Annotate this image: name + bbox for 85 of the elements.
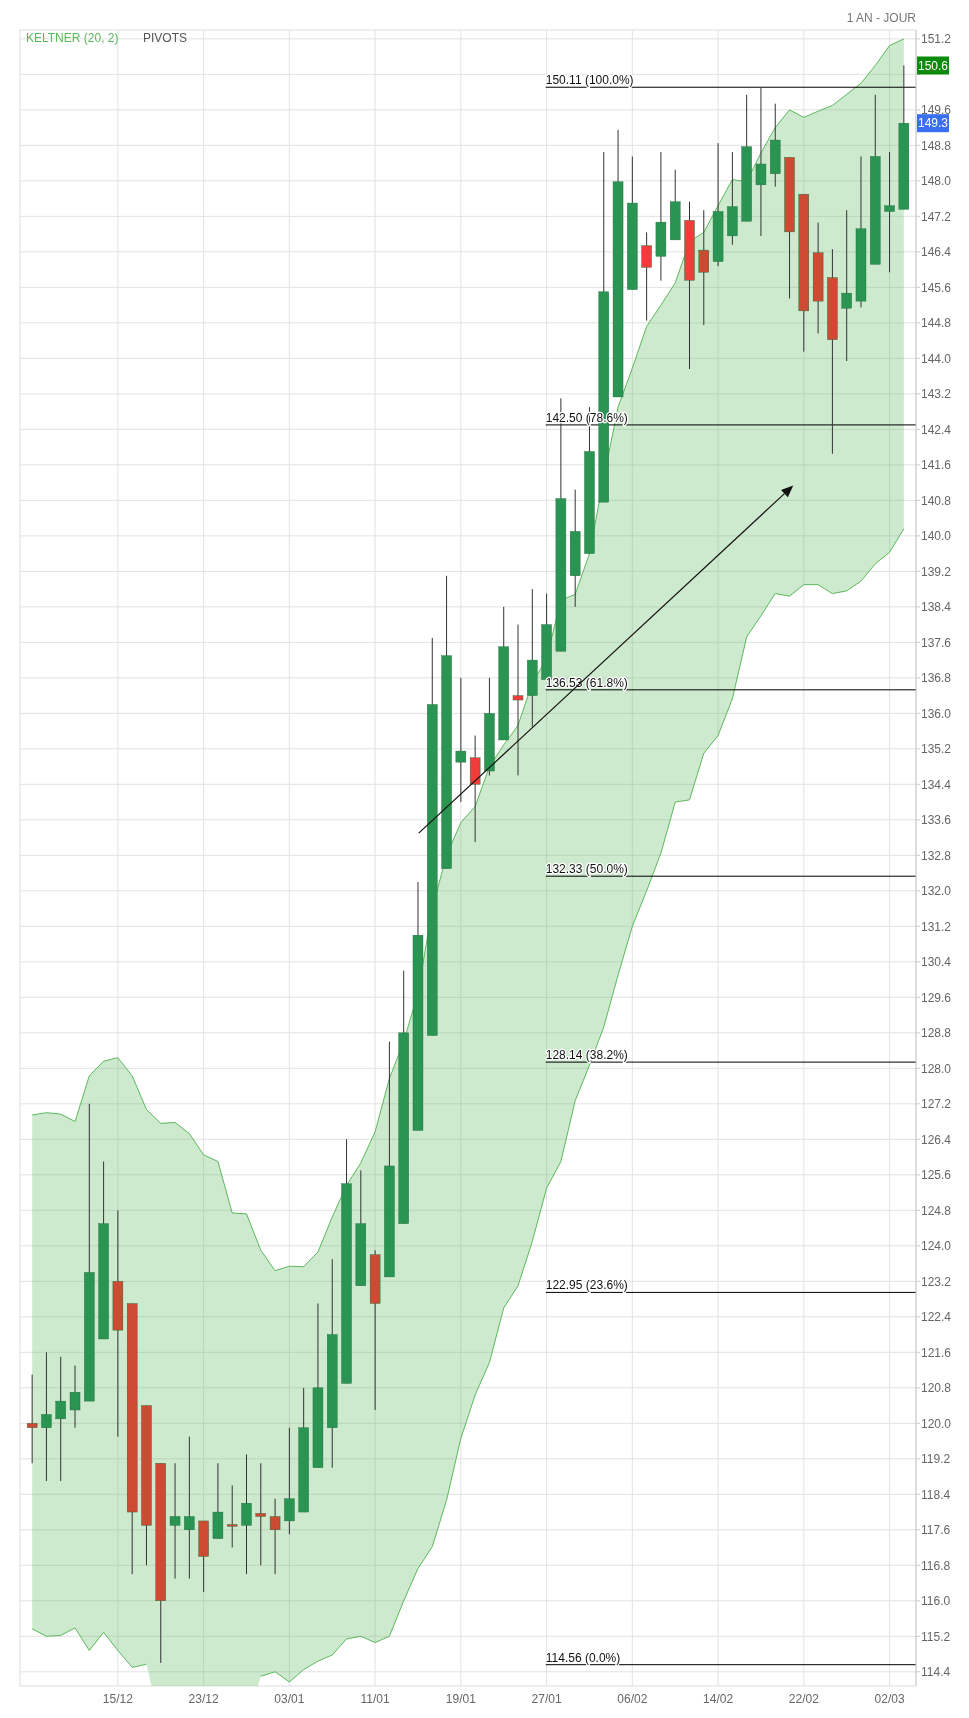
x-tick-label: 11/01	[360, 1692, 391, 1706]
y-tick-label: 138.4	[921, 600, 952, 615]
candlestick	[169, 1462, 181, 1580]
y-tick-label: 136.8	[921, 671, 952, 686]
y-tick-label: 124.8	[921, 1203, 952, 1218]
y-tick-label: 146.4	[921, 245, 952, 260]
y-tick-label: 123.2	[921, 1274, 952, 1289]
candlestick	[841, 209, 852, 362]
y-tick-label: 134.4	[921, 777, 952, 792]
y-tick-label: 122.4	[921, 1310, 952, 1325]
y-tick-label: 120.8	[921, 1381, 952, 1396]
y-tick-label: 142.4	[921, 422, 952, 437]
candlestick	[284, 1427, 295, 1535]
x-tick-label: 02/03	[874, 1692, 905, 1706]
annotation: 149.3	[917, 116, 949, 131]
ref-line-label: 132.33 (50.0%)	[545, 862, 628, 877]
x-tick-label: 19/01	[445, 1692, 477, 1706]
y-tick-label: 141.6	[921, 458, 952, 473]
candlestick	[241, 1453, 252, 1575]
x-tick-label: 23/12	[188, 1692, 219, 1706]
y-tick-label: 133.6	[921, 813, 952, 828]
ref-line-label: 114.56 (0.0%)	[545, 1650, 621, 1665]
candlestick	[755, 87, 767, 237]
x-tick-label: 03/01	[274, 1692, 305, 1706]
candlestick	[41, 1351, 52, 1482]
candlestick	[255, 1462, 266, 1566]
y-tick-label: 147.2	[921, 209, 952, 224]
candlestick	[55, 1356, 66, 1482]
y-tick-label: 121.6	[921, 1345, 952, 1360]
y-tick-label: 125.6	[921, 1168, 952, 1183]
y-tick-label: 140.8	[921, 493, 952, 508]
text: KELTNER (20, 2)	[26, 31, 119, 45]
y-tick-label: 119.2	[921, 1452, 951, 1467]
y-tick-label: 132.8	[921, 848, 952, 863]
candlestick	[698, 209, 709, 326]
candlestick	[512, 624, 524, 776]
y-tick-label: 124.0	[921, 1239, 952, 1254]
x-tick-label: 15/12	[102, 1692, 134, 1706]
x-tick-label: 06/02	[617, 1692, 648, 1706]
candlestick	[641, 231, 652, 322]
y-tick-label: 132.0	[921, 884, 952, 899]
candlestick	[69, 1365, 81, 1429]
y-tick-label: 116.0	[921, 1594, 951, 1608]
y-tick-label: 136.0	[921, 706, 952, 721]
y-tick-label: 116.8	[921, 1558, 951, 1573]
y-tick-label: 151.2	[921, 32, 952, 47]
y-tick-label: 118.4	[921, 1487, 951, 1502]
y-tick-label: 114.4	[921, 1665, 951, 1679]
ref-line-label: 150.11 (100.0%)	[545, 73, 634, 88]
candlestick	[455, 677, 467, 803]
x-tick-label: 14/02	[703, 1692, 734, 1706]
candlestick	[227, 1484, 238, 1549]
y-tick-label: 127.2	[921, 1097, 952, 1112]
y-tick-label: 143.2	[921, 387, 952, 402]
y-tick-label: 148.8	[921, 138, 952, 153]
y-tick-label: 135.2	[921, 742, 952, 757]
y-tick-label: 140.0	[921, 529, 952, 544]
y-tick-label: 137.6	[921, 635, 952, 650]
candlestick	[184, 1436, 195, 1580]
y-tick-label: 128.8	[921, 1026, 952, 1041]
x-tick-label: 22/02	[788, 1692, 820, 1706]
chart-subtitle: 1 AN - JOUR	[846, 11, 917, 25]
annotation: PIVOTS	[143, 31, 188, 45]
annotation: 150.6	[917, 58, 949, 73]
candlestick	[26, 1374, 38, 1464]
y-tick-label: 148.0	[921, 174, 952, 189]
y-tick-label: 126.4	[921, 1132, 952, 1147]
candlestick	[884, 151, 895, 273]
ref-line-label: 136.53 (61.8%)	[545, 675, 628, 690]
y-tick-label: 120.0	[921, 1416, 952, 1431]
y-tick-label: 129.6	[921, 990, 952, 1005]
y-tick-label: 115.2	[921, 1629, 951, 1644]
y-tick-label: 144.8	[921, 316, 952, 331]
y-tick-label: 145.6	[921, 280, 952, 295]
y-tick-label: 139.2	[921, 564, 952, 579]
y-tick-label: 144.0	[921, 351, 952, 366]
y-tick-label: 131.2	[921, 919, 952, 934]
y-tick-label: 117.6	[921, 1523, 951, 1538]
x-tick-label: 27/01	[531, 1692, 562, 1706]
y-tick-label: 130.4	[921, 955, 952, 970]
y-tick-label: 128.0	[921, 1061, 952, 1076]
y-tick-label: 149.6	[921, 103, 952, 118]
ref-line-label: 128.14 (38.2%)	[545, 1048, 628, 1063]
ref-line-label: 122.95 (23.6%)	[545, 1278, 628, 1293]
candlestick	[269, 1498, 281, 1575]
